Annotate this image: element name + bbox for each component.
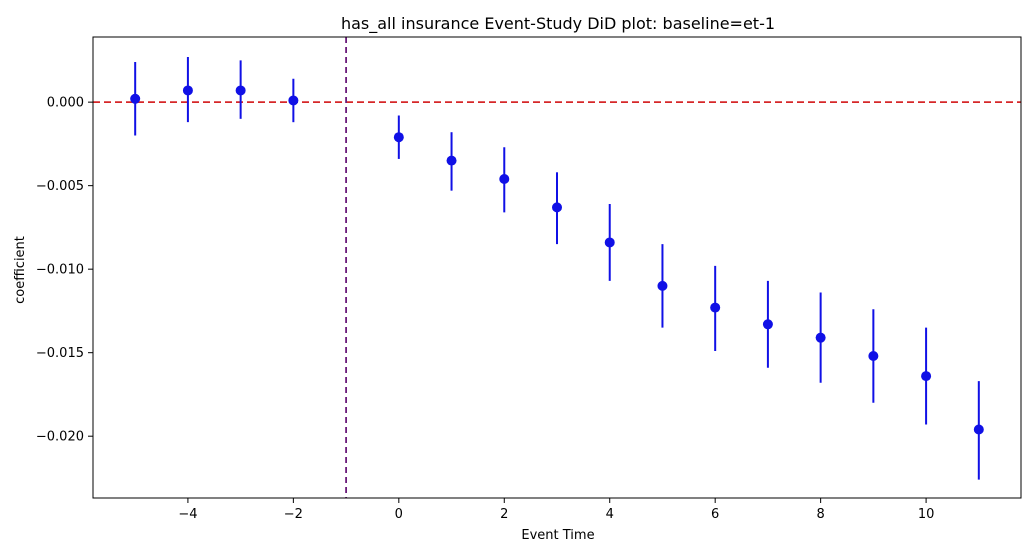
data-point	[288, 95, 299, 106]
data-point	[815, 332, 826, 343]
axes: −4 −2 0 2 4 6 8 10 0.000 −0.005 −0.010 −0.015 −0.020	[36, 36, 1022, 522]
data-point	[499, 173, 510, 184]
data-point	[446, 155, 457, 166]
data-point	[973, 424, 984, 435]
data-point	[130, 93, 141, 104]
data-point	[710, 302, 721, 313]
y-tick-label: −0.015	[36, 346, 84, 361]
data-point	[604, 237, 615, 248]
axes-frame	[92, 36, 1022, 499]
x-tick-label: 10	[918, 507, 935, 522]
x-tick-label: 0	[395, 507, 403, 522]
data-point	[921, 371, 932, 382]
y-tick-label: −0.010	[36, 263, 84, 278]
x-tick-label: −4	[178, 507, 197, 522]
data-point	[393, 132, 404, 143]
data-point	[552, 202, 562, 213]
data-point	[235, 85, 246, 96]
x-tick-label: 4	[606, 507, 614, 522]
y-axis-label: coefficient	[13, 236, 28, 304]
x-axis-label: Event Time	[521, 528, 594, 543]
x-tick-label: −2	[284, 507, 303, 522]
data-point	[182, 85, 193, 96]
y-tick-label: −0.005	[36, 179, 84, 194]
data-point	[868, 351, 879, 362]
y-tick-label: −0.020	[36, 430, 84, 445]
x-tick-label: 6	[711, 507, 719, 522]
x-tick-label: 2	[500, 507, 508, 522]
chart-title: has_all insurance Event-Study DiD plot: …	[341, 14, 775, 34]
y-tick-label: 0.000	[47, 96, 84, 111]
data-point	[657, 280, 668, 291]
x-tick-label: 8	[816, 507, 824, 522]
plot-area	[93, 37, 1021, 498]
data-point	[762, 319, 773, 330]
